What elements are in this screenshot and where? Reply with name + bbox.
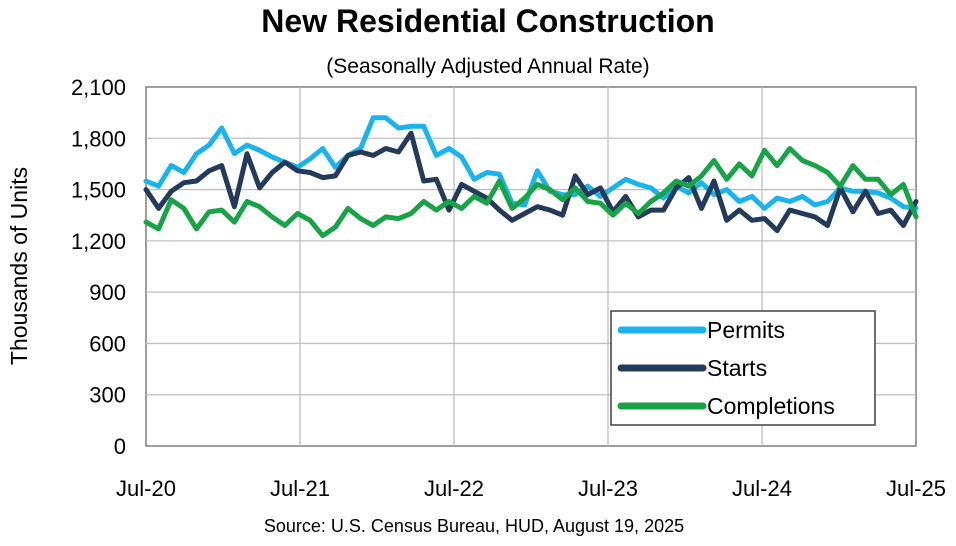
y-tick-label: 600	[89, 331, 126, 356]
legend-label-completions: Completions	[707, 393, 835, 419]
source-note: Source: U.S. Census Bureau, HUD, August …	[264, 516, 684, 536]
y-tick-label: 1,200	[71, 229, 126, 254]
x-tick-label: Jul-22	[424, 476, 484, 501]
series-line-completions	[143, 146, 919, 239]
y-tick-label: 2,100	[71, 75, 126, 100]
y-tick-label: 300	[89, 383, 126, 408]
legend-label-starts: Starts	[707, 355, 767, 381]
y-tick-label: 1,800	[71, 126, 126, 151]
series-line-starts	[143, 130, 919, 234]
chart-title: New Residential Construction	[261, 3, 714, 39]
legend: Permits Starts Completions	[610, 310, 876, 426]
x-tick-label: Jul-24	[732, 476, 792, 501]
legend-label-permits: Permits	[707, 317, 785, 343]
series-lines	[143, 115, 919, 239]
chart-subtitle: (Seasonally Adjusted Annual Rate)	[326, 55, 649, 78]
y-tick-label: 900	[89, 280, 126, 305]
y-tick-label: 0	[114, 434, 126, 459]
y-axis-label: Thousands of Units	[6, 167, 32, 365]
x-tick-label: Jul-20	[116, 476, 176, 501]
x-tick-label: Jul-23	[578, 476, 638, 501]
x-axis-ticks: Jul-20 Jul-21 Jul-22 Jul-23 Jul-24 Jul-25	[116, 476, 946, 501]
y-tick-label: 1,500	[71, 178, 126, 203]
y-axis-ticks: 0 300 600 900 1,200 1,500 1,800 2,100	[71, 75, 126, 459]
x-tick-label: Jul-25	[886, 476, 946, 501]
x-tick-label: Jul-21	[270, 476, 330, 501]
